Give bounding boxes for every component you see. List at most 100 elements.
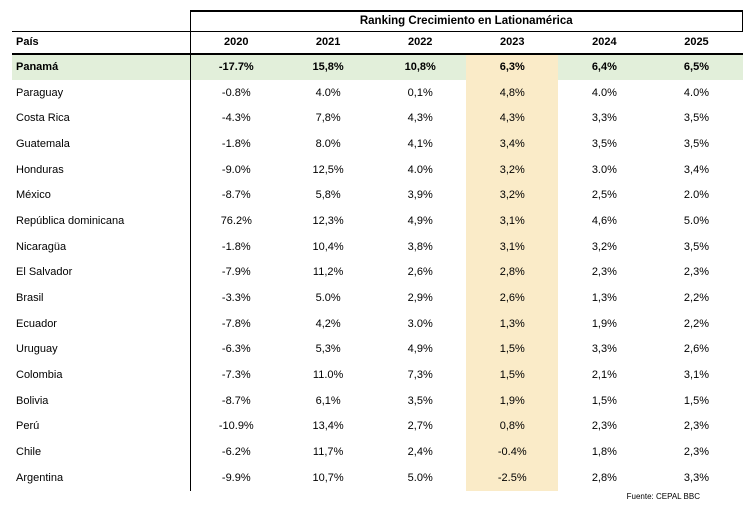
value-cell: 2,3% — [650, 413, 743, 440]
value-cell: 3,2% — [466, 156, 559, 183]
country-column-header: País — [12, 30, 190, 55]
table-corner — [12, 11, 190, 31]
value-cell: 5,8% — [282, 182, 375, 209]
value-cell: 5.0% — [282, 285, 375, 311]
value-cell: 11.0% — [282, 362, 375, 388]
value-cell: 4,3% — [466, 105, 559, 132]
value-cell: 7,3% — [374, 362, 467, 388]
country-cell: Uruguay — [12, 336, 190, 363]
value-cell: 3,5% — [374, 387, 467, 414]
value-cell: 11,7% — [282, 439, 375, 465]
value-cell: 3,3% — [558, 105, 651, 132]
value-cell: 4,6% — [558, 208, 651, 234]
value-cell: 2,5% — [558, 182, 651, 209]
value-cell: 2,8% — [466, 259, 559, 286]
country-cell: Brasil — [12, 285, 190, 311]
year-header-2023: 2023 — [466, 30, 559, 55]
value-cell: 1,8% — [558, 439, 651, 465]
value-cell: 2,3% — [650, 439, 743, 465]
table-row-el-salvador: El Salvador -7.9% 11,2% 2,6% 2,8% 2,3% 2,3% — [12, 259, 743, 286]
value-cell: 1,5% — [558, 387, 651, 414]
value-cell: 1,9% — [558, 310, 651, 337]
country-cell: Perú — [12, 413, 190, 440]
value-cell: 2.0% — [650, 182, 743, 209]
table-title-row: Ranking Crecimiento en Lationamérica — [12, 10, 743, 32]
year-header-2021: 2021 — [282, 30, 375, 55]
value-cell: -10.9% — [189, 413, 283, 440]
value-cell: 4.0% — [282, 79, 375, 106]
value-cell: -1.8% — [189, 233, 283, 260]
value-cell: 6,4% — [558, 54, 651, 80]
table-row-uruguay: Uruguay -6.3% 5,3% 4,9% 1,5% 3,3% 2,6% — [12, 336, 743, 363]
country-cell: Nicaragüa — [12, 233, 190, 260]
value-cell: 6,1% — [282, 387, 375, 414]
value-cell: 2,7% — [374, 413, 467, 440]
country-cell: Honduras — [12, 156, 190, 183]
value-cell: 3,1% — [650, 362, 743, 388]
value-cell: 1,3% — [466, 310, 559, 337]
value-cell: 2,6% — [466, 285, 559, 311]
value-cell: -4.3% — [189, 105, 283, 132]
value-cell: -17.7% — [189, 54, 283, 80]
table-row-nicaragüa: Nicaragüa -1.8% 10,4% 3,8% 3,1% 3,2% 3,5% — [12, 233, 743, 260]
value-cell: 5.0% — [650, 208, 743, 234]
value-cell: -1.8% — [189, 131, 283, 157]
value-cell: -7.8% — [189, 310, 283, 337]
value-cell: 3,3% — [650, 465, 743, 491]
value-cell: -8.7% — [189, 387, 283, 414]
table-row-república-dominicana: República dominicana 76.2% 12,3% 4,9% 3,1% 4,… — [12, 208, 743, 234]
country-cell: Bolivia — [12, 387, 190, 414]
table-row-perú: Perú -10.9% 13,4% 2,7% 0,8% 2,3% 2,3% — [12, 413, 743, 440]
value-cell: 2,4% — [374, 439, 467, 465]
value-cell: 2,1% — [558, 362, 651, 388]
value-cell: 10,7% — [282, 465, 375, 491]
value-cell: 2,3% — [558, 259, 651, 286]
value-cell: 3,2% — [466, 182, 559, 209]
value-cell: -7.3% — [189, 362, 283, 388]
source-note: Fuente: CEPAL BBC — [626, 492, 700, 501]
value-cell: 3.0% — [374, 310, 467, 337]
value-cell: -6.3% — [189, 336, 283, 363]
table-title: Ranking Crecimiento en Lationamérica — [189, 10, 743, 32]
value-cell: 3,9% — [374, 182, 467, 209]
value-cell: 2,2% — [650, 310, 743, 337]
value-cell: 1,9% — [466, 387, 559, 414]
value-cell: 5,3% — [282, 336, 375, 363]
year-header-2020: 2020 — [189, 30, 283, 55]
table-row-panamá: Panamá -17.7% 15,8% 10,8% 6,3% 6,4% 6,5% — [12, 54, 743, 80]
value-cell: 2,8% — [558, 465, 651, 491]
value-cell: 3,3% — [558, 336, 651, 363]
table-row-ecuador: Ecuador -7.8% 4,2% 3.0% 1,3% 1,9% 2,2% — [12, 310, 743, 337]
value-cell: 7,8% — [282, 105, 375, 132]
country-cell: Panamá — [12, 54, 190, 80]
value-cell: 3,2% — [558, 233, 651, 260]
value-cell: 4,2% — [282, 310, 375, 337]
table-row-méxico: México -8.7% 5,8% 3,9% 3,2% 2,5% 2.0% — [12, 182, 743, 209]
value-cell: 2,2% — [650, 285, 743, 311]
value-cell: 13,4% — [282, 413, 375, 440]
value-cell: 2,3% — [558, 413, 651, 440]
value-cell: 2,9% — [374, 285, 467, 311]
value-cell: 3,5% — [650, 233, 743, 260]
table-row-guatemala: Guatemala -1.8% 8.0% 4,1% 3,4% 3,5% 3,5% — [12, 131, 743, 157]
value-cell: -8.7% — [189, 182, 283, 209]
value-cell: 3.0% — [558, 156, 651, 183]
value-cell: 3,5% — [650, 131, 743, 157]
country-cell: Costa Rica — [12, 105, 190, 132]
value-cell: 11,2% — [282, 259, 375, 286]
value-cell: 1,5% — [466, 362, 559, 388]
table-row-chile: Chile -6.2% 11,7% 2,4% -0.4% 1,8% 2,3% — [12, 439, 743, 465]
value-cell: 3,4% — [466, 131, 559, 157]
table-row-brasil: Brasil -3.3% 5.0% 2,9% 2,6% 1,3% 2,2% — [12, 285, 743, 311]
value-cell: 3,1% — [466, 233, 559, 260]
table-row-honduras: Honduras -9.0% 12,5% 4.0% 3,2% 3.0% 3,4% — [12, 156, 743, 183]
value-cell: 15,8% — [282, 54, 375, 80]
table-row-bolivia: Bolivia -8.7% 6,1% 3,5% 1,9% 1,5% 1,5% — [12, 387, 743, 414]
country-cell: Argentina — [12, 465, 190, 491]
value-cell: 3,1% — [466, 208, 559, 234]
value-cell: 12,5% — [282, 156, 375, 183]
value-cell: 5.0% — [374, 465, 467, 491]
value-cell: 3,5% — [650, 105, 743, 132]
value-cell: 3,4% — [650, 156, 743, 183]
